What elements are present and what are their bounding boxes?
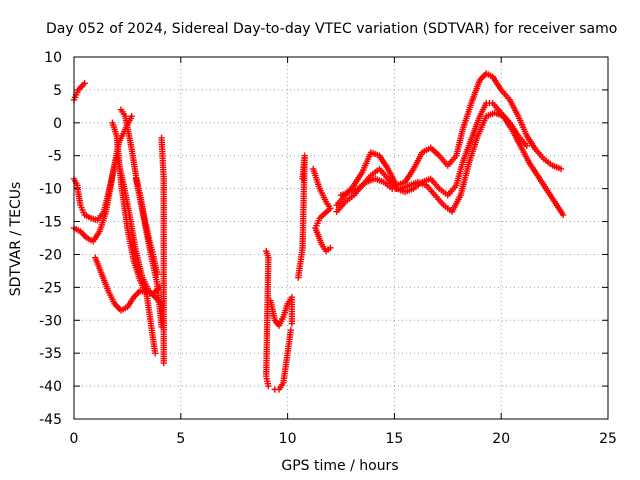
series-trace-i [263, 247, 272, 390]
y-tick-label: -15 [39, 215, 62, 231]
y-tick-label: -5 [48, 149, 62, 165]
plot-frame [73, 56, 609, 420]
series-trace-o [333, 99, 531, 215]
series-trace-p [337, 109, 567, 219]
x-tick-label: 10 [279, 431, 297, 447]
data-point-marker [128, 113, 135, 120]
series-trace-n [333, 70, 565, 209]
series-trace-l [295, 152, 308, 281]
y-tick-label: -10 [39, 182, 62, 198]
data-point-marker [557, 165, 565, 173]
data-point-marker [559, 211, 567, 219]
axis-ticks: 0 5 10 15 20 25 10 5 0 -5 -10 -15 -20 -25 -30 -35 -40 -45 [39, 50, 617, 447]
y-tick-label: 10 [44, 50, 62, 66]
data-point-marker [160, 359, 167, 367]
data-point-marker [265, 382, 272, 390]
data-point-marker [154, 271, 161, 278]
y-tick-label: -35 [39, 346, 62, 362]
x-tick-label: 5 [176, 431, 185, 447]
data-point-marker [299, 175, 306, 182]
y-axis-label: SDTVAR / TECUs [8, 182, 24, 297]
data-point-marker [287, 326, 295, 334]
y-tick-label: -30 [39, 313, 62, 329]
series-trace-f [117, 106, 165, 331]
data-points [70, 70, 567, 393]
y-tick-label: -20 [39, 247, 62, 263]
series-trace-e [109, 119, 159, 357]
data-point-marker [327, 244, 334, 252]
series-trace-a [70, 80, 88, 103]
y-tick-label: 5 [53, 83, 62, 99]
x-axis-label: GPS time / hours [281, 458, 398, 474]
y-tick-label: -25 [39, 280, 62, 296]
y-tick-label: -45 [39, 412, 62, 428]
series-trace-j [267, 294, 296, 329]
series-trace-k [271, 326, 295, 393]
x-tick-label: 20 [492, 431, 510, 447]
y-tick-label: 0 [53, 116, 62, 132]
series-trace-h [158, 134, 167, 367]
y-tick-label: -40 [39, 379, 62, 395]
data-point-marker [81, 80, 88, 87]
series-trace-c [70, 113, 135, 245]
grid-lines [74, 57, 608, 419]
series-trace-g [132, 175, 161, 278]
x-tick-label: 15 [385, 431, 403, 447]
chart-title: Day 052 of 2024, Sidereal Day-to-day VTE… [46, 21, 617, 37]
series-trace-d [92, 254, 163, 314]
data-point-marker [523, 142, 531, 150]
x-tick-label: 25 [599, 431, 617, 447]
data-point-marker [288, 320, 296, 327]
x-tick-label: 0 [70, 431, 79, 447]
series-trace-m [310, 165, 334, 255]
data-point-marker [151, 349, 159, 357]
